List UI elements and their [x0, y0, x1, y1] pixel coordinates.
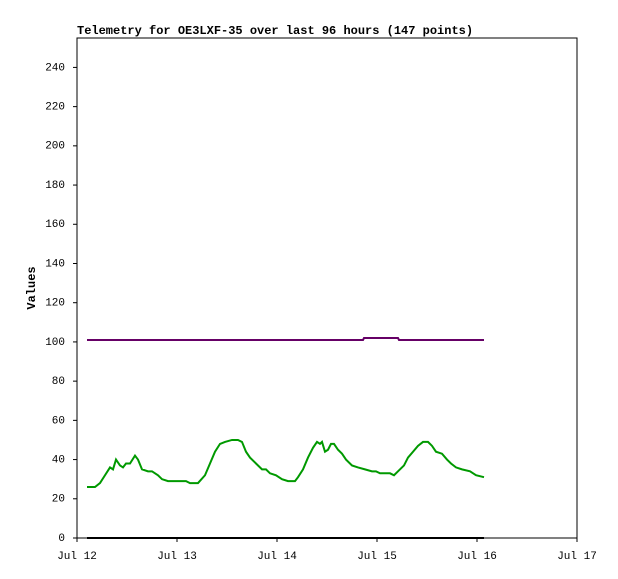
plot-frame [76, 37, 578, 539]
y-tick-label: 40 [52, 454, 65, 466]
y-tick-label: 80 [52, 376, 65, 388]
x-tick-label: Jul 12 [57, 551, 97, 563]
y-tick-label: 60 [52, 415, 65, 427]
y-tick-label: 200 [45, 141, 65, 153]
y-tick-label: 140 [45, 258, 65, 270]
y-tick-label: 220 [45, 102, 65, 114]
y-tick-label: 120 [45, 298, 65, 310]
x-tick-label: Jul 15 [357, 551, 397, 563]
y-tick-label: 0 [58, 533, 65, 545]
x-tick-label: Jul 17 [557, 551, 597, 563]
y-tick-label: 100 [45, 337, 65, 349]
series-line [87, 438, 485, 489]
x-tick-label: Jul 14 [257, 551, 297, 563]
y-tick-label: 180 [45, 180, 65, 192]
y-tick-label: 20 [52, 494, 65, 506]
y-axis-label: Values [25, 266, 39, 309]
y-tick-label: 240 [45, 62, 65, 74]
chart-title: Telemetry for OE3LXF-35 over last 96 hou… [77, 24, 473, 38]
x-tick-label: Jul 13 [157, 551, 197, 563]
x-tick-label: Jul 16 [457, 551, 497, 563]
y-tick-label: 160 [45, 219, 65, 231]
series-line [87, 337, 484, 341]
